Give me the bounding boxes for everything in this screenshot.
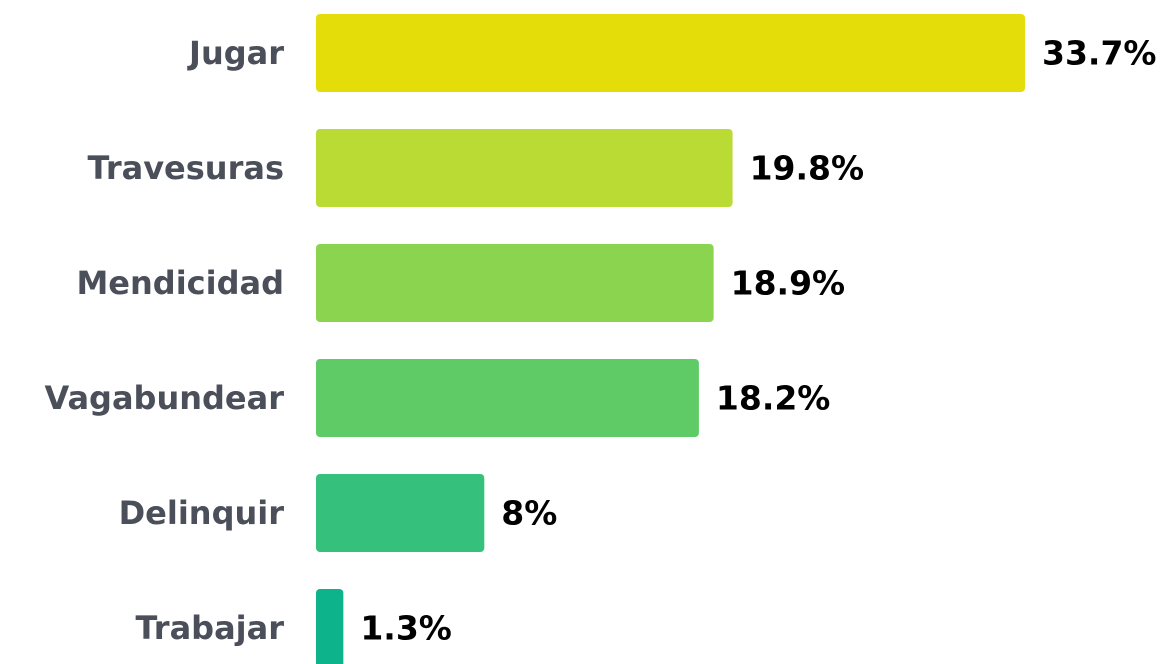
value-label: 18.9%: [731, 264, 846, 303]
bar: [316, 589, 344, 664]
category-label: Trabajar: [135, 609, 284, 647]
bar: [316, 359, 699, 437]
category-label: Travesuras: [88, 149, 285, 187]
category-label: Vagabundear: [44, 379, 284, 417]
category-label: Delinquir: [119, 494, 285, 532]
bar: [316, 474, 485, 552]
category-label: Jugar: [187, 34, 284, 72]
bar: [316, 129, 733, 207]
value-label: 33.7%: [1042, 34, 1157, 73]
value-label: 19.8%: [750, 149, 865, 188]
bar: [316, 244, 714, 322]
bar: [316, 14, 1025, 92]
value-label: 8%: [501, 494, 557, 533]
value-label: 1.3%: [360, 609, 452, 648]
value-label: 18.2%: [716, 379, 831, 418]
category-label: Mendicidad: [76, 264, 284, 302]
